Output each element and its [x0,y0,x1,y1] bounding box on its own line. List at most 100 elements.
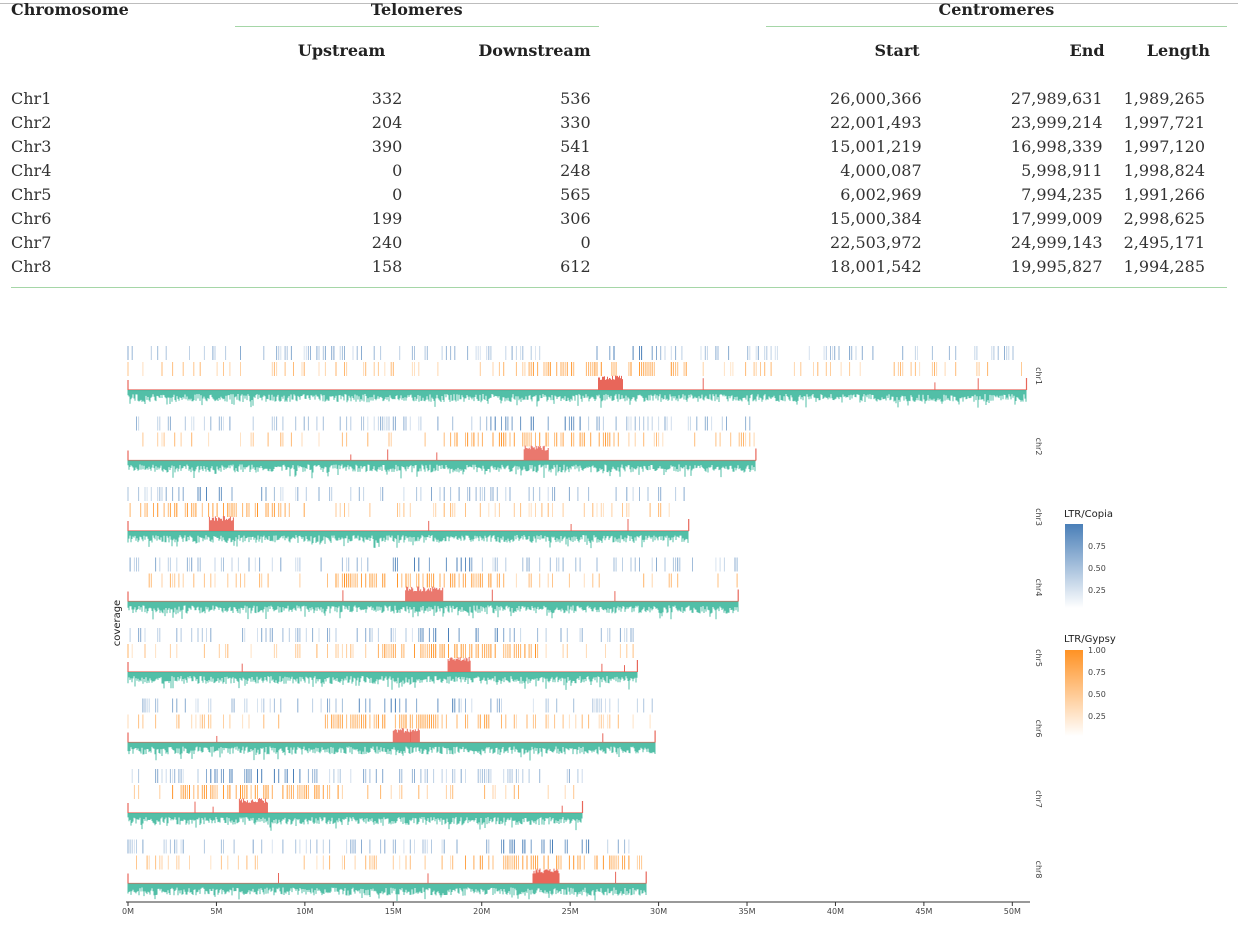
downstream-cell: 330 [560,112,591,132]
coverage-track [127,516,690,549]
group-telomeres: Telomeres [235,0,599,27]
copia-track [129,557,738,572]
chromosome-track-chr8: chr8 [127,839,1043,901]
gap-cell [599,73,766,110]
col-length: Length [1123,26,1227,73]
chromosome-track-chr4: chr4 [127,557,1043,620]
col-upstream: Upstream [234,26,416,73]
table-row: Chr2 204 330 22,001,493 23,999,214 1,997,721 [11,110,1227,134]
copia-track [127,839,630,854]
upstream-cell: 204 [371,112,403,132]
copia-track [131,769,583,783]
end-cell: 19,995,827 [946,254,1124,288]
gypsy-track [127,362,1022,376]
copia-track [129,628,634,642]
upstream-cell: 332 [371,88,403,108]
table-row: Chr3 390 541 15,001,219 16,998,339 1,997,120 [11,134,1227,158]
gypsy-track [136,855,643,870]
x-tick-label: 35M [738,907,755,916]
chromosome-label: chr6 [1034,720,1043,738]
legend-gypsy-title: LTR/Gypsy [1064,634,1116,645]
gap-cell [599,206,766,230]
chromosome-tracks: chr1 chr2 chr3 chr4 chr5 chr6 chr7 chr8 [127,346,1043,901]
x-tick-label: 0M [122,907,134,916]
downstream-cell: 541 [560,136,591,156]
gap-cell [599,182,766,206]
coverage-track [127,868,647,901]
length-cell: 1,997,721 [1123,112,1205,132]
x-tick-label: 10M [296,907,313,916]
gypsy-track [142,432,755,447]
gypsy-track [127,644,634,658]
header-row-groups: Chromosome Telomeres Centromeres [11,0,1227,27]
end-cell: 7,994,235 [1021,184,1103,204]
start-cell: 18,001,542 [765,254,947,288]
chromosome-track-chr6: chr6 [127,698,1043,761]
legend-copia-colorbar [1065,524,1083,608]
downstream-cell: 612 [415,254,599,288]
upstream-cell: 0 [392,184,403,204]
legend-gypsy-tick: 0.75 [1088,668,1106,677]
gypsy-track [127,714,651,729]
top-rule [0,3,1238,4]
upstream-cell: 199 [371,208,403,228]
coverage-track [127,375,1028,408]
group-centromeres-label: Centromeres [938,0,1055,19]
gap-cell [599,134,766,158]
legend-gypsy-colorbar [1065,650,1083,736]
downstream-cell: 536 [560,88,591,108]
chromosome-track-chr2: chr2 [127,416,1043,479]
x-tick-label: 25M [562,907,579,916]
chromosome-label: chr1 [1034,367,1043,385]
y-axis-label: coverage [112,600,123,646]
length-cell: 1,991,266 [1123,184,1205,204]
x-tick-label: 50M [1004,907,1021,916]
table-row: Chr8 158 612 18,001,542 19,995,827 1,994,285 [11,254,1227,288]
downstream-cell: 565 [560,184,591,204]
coverage-track [127,445,757,479]
start-cell: 22,001,493 [830,112,922,132]
chromosome-label: chr7 [1034,790,1043,808]
upstream-cell: 0 [392,160,403,180]
chromosome-cell: Chr4 [11,160,52,180]
chromosome-cell: Chr5 [11,184,52,204]
downstream-cell: 0 [580,232,591,252]
x-tick-label: 45M [915,907,932,916]
x-tick-label: 30M [650,907,667,916]
gap-cell [599,110,766,134]
gypsy-track [133,785,575,799]
length-cell: 1,998,824 [1123,160,1205,180]
chromosome-cell: Chr2 [11,112,52,132]
chromosome-cell: Chr1 [11,88,52,108]
length-cell: 2,495,171 [1123,232,1205,252]
header-gap [599,27,766,74]
table-row: Chr1 332 536 26,000,366 27,989,631 1,989,265 [11,73,1227,110]
table-row: Chr4 0 248 4,000,087 5,998,911 1,998,824 [11,158,1227,182]
group-centromeres: Centromeres [766,0,1227,27]
legend-copia-tick: 0.25 [1088,586,1106,595]
col-end: End [946,26,1124,73]
chromosome-cell: Chr6 [11,208,52,228]
length-cell: 1,994,285 [1123,254,1227,288]
x-axis: 0M 5M 10M 15M 20M 25M 30M 35M 40M 45M 50M [122,901,1030,916]
col-chromosome: Chromosome [11,0,129,19]
chromosome-label: chr3 [1034,508,1043,526]
x-tick-label: 40M [827,907,844,916]
chromosome-cell: Chr8 [11,254,235,288]
upstream-cell: 158 [234,254,416,288]
copia-track [127,487,685,501]
table-row: Chr6 199 306 15,000,384 17,999,009 2,998,625 [11,206,1227,230]
header-spacer [11,27,235,74]
chromosome-track-chr5: chr5 [127,628,1043,690]
start-cell: 26,000,366 [830,88,922,108]
downstream-cell: 248 [560,160,591,180]
gap-cell [598,254,766,288]
chromosome-label: chr8 [1034,861,1043,879]
end-cell: 5,998,911 [1021,160,1103,180]
legend-copia-tick: 0.50 [1088,564,1106,573]
telomere-centromere-table: Chromosome Telomeres Centromeres Upstrea… [11,0,1227,288]
downstream-cell: 306 [560,208,591,228]
length-cell: 2,998,625 [1123,208,1205,228]
end-cell: 16,998,339 [1010,136,1103,156]
